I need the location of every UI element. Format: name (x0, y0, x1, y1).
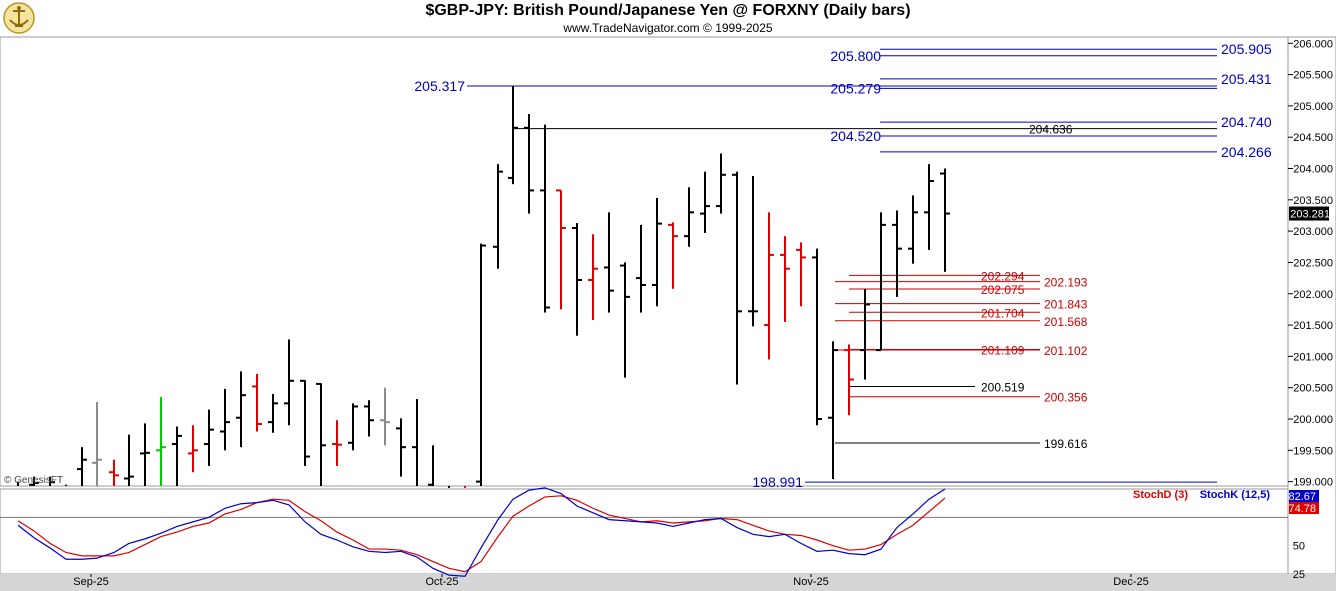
y-tick-label: 201.500 (1293, 320, 1333, 332)
stochk-last-label: 82.67 (1288, 491, 1316, 503)
level-label: 199.616 (1044, 437, 1088, 451)
level-label: 201.843 (1044, 298, 1088, 312)
level-label: 200.356 (1044, 391, 1088, 405)
stochastic-panel (0, 488, 1289, 575)
chart-header: $GBP-JPY: British Pound/Japanese Yen @ F… (0, 0, 1336, 38)
y-tick-label: 204.500 (1293, 132, 1333, 144)
stochk-last-box (1289, 490, 1319, 502)
y-tick-label: 206.000 (1293, 38, 1333, 50)
level-label: 204.636 (1029, 123, 1073, 137)
y-tick-label: 202.500 (1293, 257, 1333, 269)
stoch-tick-label: 50 (1293, 541, 1305, 553)
level-label: 202.075 (981, 283, 1025, 297)
level-label: 202.193 (1044, 276, 1088, 290)
last-price-box (1289, 206, 1329, 221)
level-label: 205.279 (830, 80, 881, 96)
stochd-legend: StochD (3) (1133, 489, 1188, 501)
level-label: 204.740 (1221, 114, 1272, 130)
trade-navigator-logo-icon (3, 2, 35, 34)
level-label: 202.294 (981, 269, 1025, 283)
last-price-label: 203.281 (1290, 209, 1330, 221)
y-tick-label: 205.500 (1293, 70, 1333, 82)
y-tick-label: 203.500 (1293, 195, 1333, 207)
y-axis-panel (1287, 36, 1336, 575)
stochd-last-box (1289, 502, 1319, 514)
level-label: 205.905 (1221, 41, 1272, 57)
y-tick-label: 205.000 (1293, 101, 1333, 113)
chart-subtitle: www.TradeNavigator.com © 1999-2025 (563, 21, 773, 35)
stochk-line (17, 487, 946, 577)
y-tick-label: 199.500 (1293, 445, 1333, 457)
y-tick-label: 204.000 (1293, 164, 1333, 176)
level-label: 201.704 (981, 306, 1025, 320)
level-label: 205.317 (414, 78, 465, 94)
x-tick-label: Dec-25 (1113, 576, 1148, 588)
y-tick-label: 200.000 (1293, 414, 1333, 426)
level-label: 205.800 (830, 48, 881, 64)
level-label: 201.102 (1044, 344, 1088, 358)
level-label: 204.520 (830, 128, 881, 144)
x-tick-label: Oct-25 (425, 576, 458, 588)
watermark-label: © GenesisFT (4, 475, 63, 486)
x-axis-strip (0, 574, 1336, 591)
y-tick-label: 203.000 (1293, 226, 1333, 238)
y-tick-label: 201.000 (1293, 351, 1333, 363)
level-label: 198.991 (752, 474, 803, 490)
stochk-legend: StochK (12,5) (1200, 489, 1271, 501)
stochd-line (17, 495, 946, 573)
price-panel (0, 36, 1289, 487)
x-tick-label: Nov-25 (793, 576, 828, 588)
level-label: 200.519 (981, 380, 1025, 394)
level-label: 204.266 (1221, 144, 1272, 160)
chart-title: $GBP-JPY: British Pound/Japanese Yen @ F… (425, 2, 911, 19)
y-tick-label: 202.000 (1293, 289, 1333, 301)
x-tick-label: Sep-25 (73, 576, 108, 588)
level-label: 205.431 (1221, 71, 1272, 87)
level-label: 201.568 (1044, 315, 1088, 329)
y-tick-label: 199.000 (1293, 477, 1333, 489)
level-label: 201.109 (981, 344, 1025, 358)
stochd-last-label: 74.78 (1288, 503, 1316, 515)
stoch-tick-label: 25 (1293, 569, 1305, 581)
y-tick-label: 200.500 (1293, 383, 1333, 395)
